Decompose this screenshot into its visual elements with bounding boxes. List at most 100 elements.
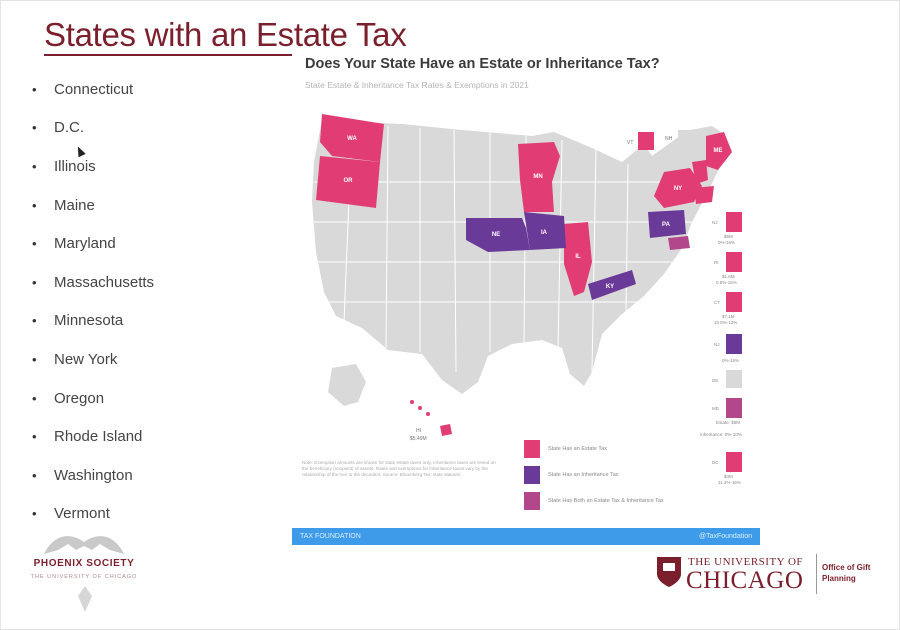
- bullet: •: [32, 351, 37, 367]
- sidebar-state-boxes: NJ $5M 0%-16% RI $1.6M 0.8%-16% CT $7.1M…: [700, 212, 742, 485]
- box-label: MD: [712, 406, 720, 411]
- legend-swatch: [524, 492, 540, 510]
- box-label: CT: [714, 300, 720, 305]
- box-value: $1.6M: [722, 274, 735, 279]
- legend-item-inheritance: State Has an Inheritance Tax: [524, 466, 664, 484]
- infographic-title: Does Your State Have an Estate or Inheri…: [305, 56, 660, 72]
- logo-divider: [816, 554, 817, 594]
- box-de: [726, 370, 742, 388]
- list-item: • Maryland: [32, 224, 154, 263]
- box-value: Estate: $5M: [716, 420, 740, 425]
- state-name: Rhode Island: [54, 428, 143, 446]
- state-name: Maryland: [54, 235, 116, 253]
- infographic-footnote: Note: Exemption amounts are shown for st…: [302, 460, 496, 478]
- list-item: • Maine: [32, 186, 154, 225]
- bullet: •: [32, 506, 37, 522]
- slide-title: States with an Estate Tax: [44, 16, 407, 53]
- state-ia: [524, 212, 566, 250]
- legend-swatch: [524, 440, 540, 458]
- state-vt-nh: [692, 160, 708, 184]
- box-md: [726, 398, 742, 418]
- bullet: •: [32, 120, 37, 136]
- tax-map-infographic: Does Your State Have an Estate or Inheri…: [292, 52, 762, 548]
- state-name: Massachusetts: [54, 273, 155, 291]
- box-label: DE: [712, 378, 718, 383]
- phoenix-icon: [44, 536, 124, 554]
- label-pa: PA: [662, 222, 671, 228]
- bullet: •: [32, 81, 37, 97]
- legend-swatch: [524, 466, 540, 484]
- state-name: New York: [54, 350, 118, 368]
- list-item: • Connecticut: [32, 70, 154, 109]
- label-ky: KY: [606, 284, 614, 290]
- bullet: •: [32, 313, 37, 329]
- title-underline: [44, 54, 400, 56]
- bullet: •: [32, 390, 37, 406]
- box-label: NJ: [712, 220, 718, 225]
- state-name: Minnesota: [54, 312, 124, 330]
- map-legend: State Has an Estate Tax State Has an Inh…: [524, 440, 664, 518]
- list-item: • D.C.: [32, 109, 154, 148]
- infographic-subtitle: State Estate & Inheritance Tax Rates & E…: [305, 80, 529, 90]
- label-wa: WA: [347, 136, 357, 142]
- label-nh: NH: [665, 136, 673, 142]
- box-ct: [726, 292, 742, 312]
- state-ny: [654, 168, 702, 208]
- box-rate: Inheritance: 0%-10%: [700, 432, 742, 437]
- state-me: [706, 132, 732, 170]
- label-ny: NY: [674, 186, 682, 192]
- box-rate: 10.8%-12%: [714, 320, 737, 325]
- box-rate: 0.8%-16%: [716, 280, 737, 285]
- state-name: D.C.: [54, 119, 84, 137]
- label-hi: HI: [416, 428, 421, 434]
- state-list: • Connecticut • D.C. • Illinois • Maine • Mar…: [32, 70, 154, 533]
- state-md: [668, 236, 690, 250]
- label-ne: NE: [492, 232, 500, 238]
- phoenix-society-logo: PHOENIX SOCIETY THE UNIVERSITY OF CHICAG…: [10, 524, 158, 616]
- legend-item-both: State Has Both an Estate Tax & Inheritan…: [524, 492, 664, 510]
- bullet: •: [32, 197, 37, 213]
- box-vt: [638, 132, 654, 150]
- bullet: •: [32, 158, 37, 174]
- state-il: [564, 222, 592, 296]
- uchicago-wordmark: CHICAGO: [686, 567, 804, 594]
- box-nj: [726, 212, 742, 232]
- box-rate: 0%-16%: [722, 358, 739, 363]
- legend-item-estate: State Has an Estate Tax: [524, 440, 664, 458]
- label-ia: IA: [541, 230, 548, 236]
- bullet: •: [32, 236, 37, 252]
- box-nh: [678, 130, 694, 146]
- state-ak: [328, 364, 366, 406]
- label-il: IL: [575, 254, 581, 260]
- phoenix-emblem-icon: [78, 586, 92, 612]
- uchicago-the-university-of: THE UNIVERSITY OF: [688, 556, 804, 568]
- tax-foundation-handle: @TaxFoundation: [698, 533, 752, 540]
- box-label: RI: [714, 260, 719, 265]
- hi-island: [418, 406, 422, 410]
- tax-foundation-name: TAX FOUNDATION: [300, 533, 361, 540]
- label-mn: MN: [533, 174, 542, 180]
- legend-label: State Has an Inheritance Tax: [548, 472, 619, 478]
- list-item: • Rhode Island: [32, 417, 154, 456]
- label-or: OR: [344, 178, 354, 184]
- state-hi: [440, 424, 452, 436]
- phoenix-society-sub: THE UNIVERSITY OF CHICAGO: [30, 574, 138, 580]
- state-or: [316, 156, 380, 208]
- hi-island: [426, 412, 430, 416]
- state-ma-ri-ct: [694, 186, 714, 204]
- list-item: • Illinois: [32, 147, 154, 186]
- state-mn: [518, 142, 560, 212]
- uchicago-shield-icon: [657, 557, 681, 587]
- bullet: •: [32, 274, 37, 290]
- label-hi-value: $5.49M: [410, 436, 427, 442]
- state-name: Connecticut: [54, 80, 134, 98]
- us-outline: [312, 120, 724, 394]
- state-ne: [466, 218, 530, 252]
- list-item: • Vermont: [32, 495, 154, 534]
- box-rate: 11.2%-16%: [718, 480, 741, 485]
- list-item: • Oregon: [32, 379, 154, 418]
- phoenix-society-name: PHOENIX SOCIETY: [33, 558, 135, 569]
- box-dc: [726, 452, 742, 472]
- box-label: DC: [712, 460, 719, 465]
- state-wa: [320, 114, 384, 162]
